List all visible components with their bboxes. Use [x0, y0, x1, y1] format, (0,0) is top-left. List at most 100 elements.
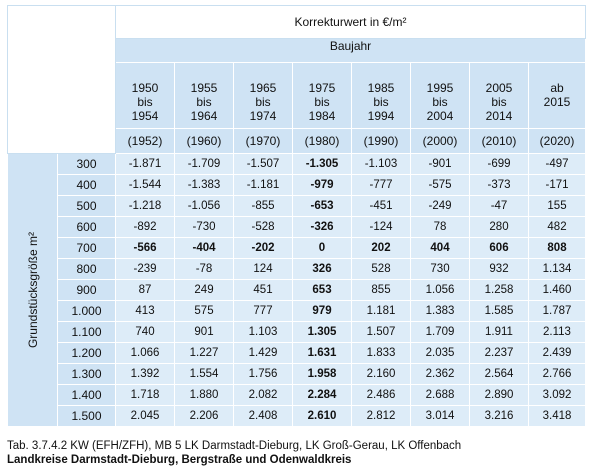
period-line: 1974	[249, 109, 277, 123]
table-cell: 2.045	[115, 405, 175, 427]
row-size-label: 1.400	[57, 384, 116, 406]
table-cell: 2.237	[469, 342, 529, 364]
table-row: 500 -1.218 -1.056 -855 -653 -451 -249 -47 155	[8, 195, 586, 217]
header-row-title: Korrekturwert in €/m²	[7, 5, 586, 154]
period-line: bis	[196, 95, 212, 109]
period-line: bis	[137, 95, 153, 109]
caption-line-1: Tab. 3.7.4.2 KW (EFH/ZFH), MB 5 LK Darms…	[7, 440, 462, 452]
table-caption: Tab. 3.7.4.2 KW (EFH/ZFH), MB 5 LK Darms…	[7, 439, 461, 467]
table-row: 1.400 1.718 1.880 2.082 2.284 2.486 2.688 2.890…	[8, 384, 586, 406]
table-cell: 1.181	[351, 300, 411, 322]
table-cell: 1.460	[528, 279, 586, 301]
correction-table-container: Korrekturwert in €/m² Baujahr 1950 bis 195…	[7, 5, 586, 427]
table-row: 1.100 740 901 1.103 1.305 1.507 1.709 1.911 2.11…	[8, 321, 586, 343]
row-size-label: 400	[57, 174, 116, 196]
table-cell: -1.103	[351, 153, 411, 175]
table-cell: 2.890	[469, 384, 529, 406]
table-cell: -373	[469, 174, 529, 196]
table-cell: -855	[233, 195, 293, 217]
table-cell: 1.718	[115, 384, 175, 406]
table-cell: 2.688	[410, 384, 470, 406]
table-row: 700 -566 -404 -202 0 202 404 606 808	[8, 237, 586, 259]
row-size-label: 600	[57, 216, 116, 238]
period-line: bis	[432, 95, 448, 109]
table-cell: -1.056	[174, 195, 234, 217]
period-line: 1995	[426, 81, 454, 95]
table-cell: 2.113	[528, 321, 586, 343]
table-cell: 730	[410, 258, 470, 280]
table-row: 1.200 1.066 1.227 1.429 1.631 1.833 2.035 2.237…	[8, 342, 586, 364]
row-size-label: 1.000	[57, 300, 116, 322]
period-line: 1954	[131, 109, 159, 123]
table-cell: 202	[351, 237, 411, 259]
column-year-header: (1952)	[115, 128, 175, 154]
table-row: 1.500 2.045 2.206 2.408 2.610 2.812 3.014 3.216…	[8, 405, 586, 427]
table-cell: 413	[115, 300, 175, 322]
column-period-header: 1995 bis 2004	[410, 62, 470, 129]
table-cell: -730	[174, 216, 234, 238]
table-cell: -326	[292, 216, 352, 238]
table-cell: 932	[469, 258, 529, 280]
period-line: 1950	[131, 81, 159, 95]
table-cell: 124	[233, 258, 293, 280]
table-cell: 855	[351, 279, 411, 301]
period-line: 1965	[249, 81, 277, 95]
caption-line-2: Landkreise Darmstadt-Dieburg, Bergstraße…	[7, 454, 352, 466]
table-cell: 451	[233, 279, 293, 301]
row-size-label: 1.300	[57, 363, 116, 385]
table-row: 1.000 413 575 777 979 1.181 1.383 1.585 1.787	[8, 300, 586, 322]
table-cell: 1.787	[528, 300, 586, 322]
table-cell: 1.958	[292, 363, 352, 385]
table-cell: -1.218	[115, 195, 175, 217]
table-cell: 2.564	[469, 363, 529, 385]
table-cell: 2.206	[174, 405, 234, 427]
table-row: 800 -239 -78 124 326 528 730 932 1.134	[8, 258, 586, 280]
column-year-header: (2010)	[469, 128, 529, 154]
table-cell: 1.134	[528, 258, 586, 280]
column-year-header: (1990)	[351, 128, 411, 154]
period-line: 1975	[308, 81, 336, 95]
row-axis-label: Grundstücksgröße m²	[25, 231, 40, 349]
table-cell: 1.056	[410, 279, 470, 301]
table-cell: 2.766	[528, 363, 586, 385]
period-line: 1964	[190, 109, 218, 123]
period-line: 2015	[543, 95, 571, 109]
table-cell: 1.833	[351, 342, 411, 364]
table-cell: 1.507	[351, 321, 411, 343]
correction-value-table: Korrekturwert in €/m² Baujahr 1950 bis 195…	[7, 5, 586, 427]
table-cell: 979	[292, 300, 352, 322]
table-cell: 1.227	[174, 342, 234, 364]
table-cell: -901	[410, 153, 470, 175]
table-cell: 1.066	[115, 342, 175, 364]
table-row: 900 87 249 451 653 855 1.056 1.258 1.460	[8, 279, 586, 301]
table-cell: 2.284	[292, 384, 352, 406]
table-cell: -451	[351, 195, 411, 217]
table-cell: 1.258	[469, 279, 529, 301]
column-year-header: (1960)	[174, 128, 234, 154]
row-size-label: 500	[57, 195, 116, 217]
table-cell: 3.216	[469, 405, 529, 427]
table-cell: -124	[351, 216, 411, 238]
column-period-header: 1965 bis 1974	[233, 62, 293, 129]
header-row-years: (1952) (1960) (1970) (1980) (1990) (2000) (201…	[8, 128, 586, 154]
table-cell: 1.911	[469, 321, 529, 343]
table-cell: 155	[528, 195, 586, 217]
table-cell: 87	[115, 279, 175, 301]
table-cell: -892	[115, 216, 175, 238]
table-cell: 2.362	[410, 363, 470, 385]
table-cell: 653	[292, 279, 352, 301]
table-cell: -404	[174, 237, 234, 259]
table-cell: -171	[528, 174, 586, 196]
table-cell: -47	[469, 195, 529, 217]
column-year-header: (1980)	[292, 128, 352, 154]
table-cell: 2.610	[292, 405, 352, 427]
table-cell: -497	[528, 153, 586, 175]
table-cell: -528	[233, 216, 293, 238]
table-row: Grundstücksgröße m² 300 -1.871 -1.709 -1.507…	[7, 153, 586, 427]
row-size-label: 800	[57, 258, 116, 280]
table-cell: -202	[233, 237, 293, 259]
period-line: 2014	[485, 109, 513, 123]
table-cell: 1.756	[233, 363, 293, 385]
table-cell: 0	[292, 237, 352, 259]
row-axis-header: Grundstücksgröße m²	[7, 153, 58, 427]
